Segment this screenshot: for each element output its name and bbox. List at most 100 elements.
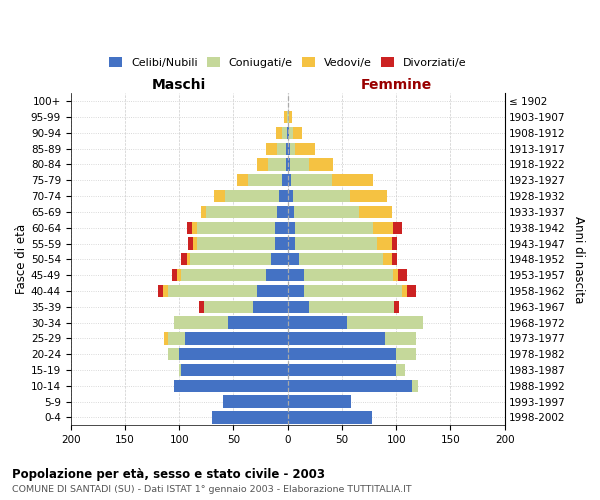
- Bar: [190, 253, 271, 266]
- Bar: [197, 222, 275, 234]
- Bar: [287, 158, 290, 170]
- Bar: [295, 238, 377, 250]
- Bar: [293, 126, 302, 139]
- Bar: [396, 364, 405, 376]
- Bar: [286, 142, 287, 155]
- Bar: [206, 206, 277, 218]
- Bar: [275, 238, 287, 250]
- Bar: [282, 126, 287, 139]
- Bar: [228, 316, 287, 328]
- Bar: [350, 190, 388, 202]
- Text: COMUNE DI SANTADI (SU) - Dati ISTAT 1° gennaio 2003 - Elaborazione TUTTITALIA.IT: COMUNE DI SANTADI (SU) - Dati ISTAT 1° g…: [12, 485, 412, 494]
- Bar: [287, 411, 373, 424]
- Bar: [289, 126, 293, 139]
- Bar: [225, 190, 279, 202]
- Bar: [181, 253, 187, 266]
- Bar: [187, 222, 192, 234]
- Bar: [185, 332, 287, 344]
- Bar: [295, 142, 315, 155]
- Bar: [172, 269, 177, 281]
- Text: Popolazione per età, sesso e stato civile - 2003: Popolazione per età, sesso e stato civil…: [12, 468, 325, 481]
- Bar: [373, 222, 393, 234]
- Bar: [268, 158, 286, 170]
- Bar: [277, 142, 286, 155]
- Bar: [282, 174, 287, 186]
- Bar: [266, 142, 277, 155]
- Bar: [401, 285, 407, 297]
- Bar: [248, 174, 282, 186]
- Bar: [294, 206, 359, 218]
- Bar: [284, 111, 287, 123]
- Bar: [279, 190, 287, 202]
- Bar: [199, 300, 204, 313]
- Bar: [295, 222, 373, 234]
- Bar: [398, 269, 407, 281]
- Legend: Celibi/Nubili, Coniugati/e, Vedovi/e, Divorziati/e: Celibi/Nubili, Coniugati/e, Vedovi/e, Di…: [104, 52, 471, 72]
- Bar: [287, 142, 290, 155]
- Bar: [253, 300, 287, 313]
- Bar: [181, 269, 266, 281]
- Bar: [174, 316, 228, 328]
- Y-axis label: Anni di nascita: Anni di nascita: [572, 216, 585, 303]
- Bar: [179, 364, 181, 376]
- Bar: [204, 300, 253, 313]
- Bar: [299, 253, 383, 266]
- Bar: [164, 332, 169, 344]
- Text: Femmine: Femmine: [361, 78, 432, 92]
- Bar: [377, 238, 392, 250]
- Bar: [177, 269, 181, 281]
- Bar: [310, 300, 394, 313]
- Bar: [212, 411, 287, 424]
- Bar: [310, 158, 333, 170]
- Bar: [383, 253, 392, 266]
- Y-axis label: Fasce di età: Fasce di età: [15, 224, 28, 294]
- Bar: [290, 142, 295, 155]
- Bar: [192, 222, 197, 234]
- Bar: [412, 380, 418, 392]
- Bar: [291, 174, 332, 186]
- Bar: [287, 316, 347, 328]
- Bar: [169, 285, 257, 297]
- Bar: [290, 158, 310, 170]
- Bar: [286, 158, 287, 170]
- Bar: [158, 285, 163, 297]
- Bar: [201, 206, 206, 218]
- Bar: [332, 174, 373, 186]
- Bar: [271, 253, 287, 266]
- Bar: [393, 269, 398, 281]
- Bar: [257, 158, 268, 170]
- Bar: [396, 348, 416, 360]
- Bar: [392, 253, 397, 266]
- Bar: [304, 269, 393, 281]
- Bar: [287, 300, 310, 313]
- Bar: [188, 238, 193, 250]
- Bar: [169, 348, 179, 360]
- Bar: [287, 238, 295, 250]
- Bar: [214, 190, 225, 202]
- Bar: [287, 253, 299, 266]
- Bar: [359, 206, 392, 218]
- Bar: [187, 253, 190, 266]
- Text: Maschi: Maschi: [152, 78, 206, 92]
- Bar: [287, 111, 289, 123]
- Bar: [276, 126, 282, 139]
- Bar: [385, 332, 416, 344]
- Bar: [287, 380, 412, 392]
- Bar: [179, 348, 287, 360]
- Bar: [287, 396, 350, 407]
- Bar: [287, 364, 396, 376]
- Bar: [237, 174, 248, 186]
- Bar: [289, 111, 292, 123]
- Bar: [287, 174, 291, 186]
- Bar: [163, 285, 169, 297]
- Bar: [287, 285, 304, 297]
- Bar: [287, 332, 385, 344]
- Bar: [197, 238, 275, 250]
- Bar: [277, 206, 287, 218]
- Bar: [304, 285, 401, 297]
- Bar: [169, 332, 185, 344]
- Bar: [287, 206, 294, 218]
- Bar: [287, 348, 396, 360]
- Bar: [287, 269, 304, 281]
- Bar: [392, 238, 397, 250]
